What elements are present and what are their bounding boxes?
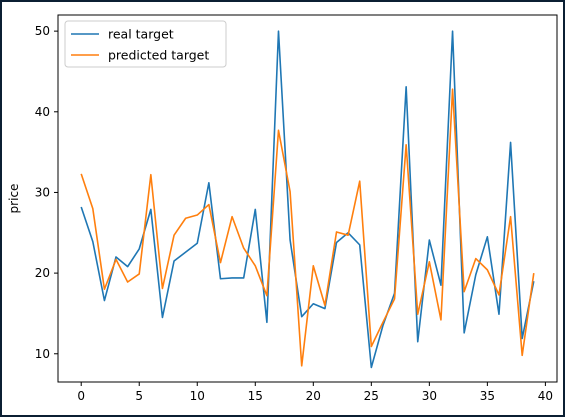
y-tick-label: 10: [35, 347, 50, 361]
legend-label-real-target: real target: [108, 27, 174, 42]
x-tick-label: 40: [538, 389, 553, 403]
x-tick-label: 35: [480, 389, 495, 403]
x-tick-label: 30: [422, 389, 437, 403]
axes-frame: [57, 14, 558, 383]
x-tick-label: 25: [364, 389, 379, 403]
series-line-predicted-target: [80, 88, 535, 367]
x-tick-label: 10: [190, 389, 205, 403]
legend-box: [64, 20, 227, 68]
y-tick-label: 30: [35, 185, 50, 199]
y-tick-label: 50: [35, 24, 50, 38]
axes: 0 5 10 15 20 25 30 35 40 10 20 30 40 50: [35, 14, 558, 403]
y-axis-label: price: [7, 184, 21, 214]
x-tick-label: 20: [306, 389, 321, 403]
x-tick-label: 5: [135, 389, 143, 403]
y-tick-label: 20: [35, 266, 50, 280]
x-tick-label: 15: [248, 389, 263, 403]
legend-label-predicted-target: predicted target: [108, 48, 209, 63]
x-tick-label: 0: [77, 389, 85, 403]
y-tick-label: 40: [35, 105, 50, 119]
legend: real target predicted target: [64, 20, 227, 68]
plot-area: [80, 30, 535, 369]
